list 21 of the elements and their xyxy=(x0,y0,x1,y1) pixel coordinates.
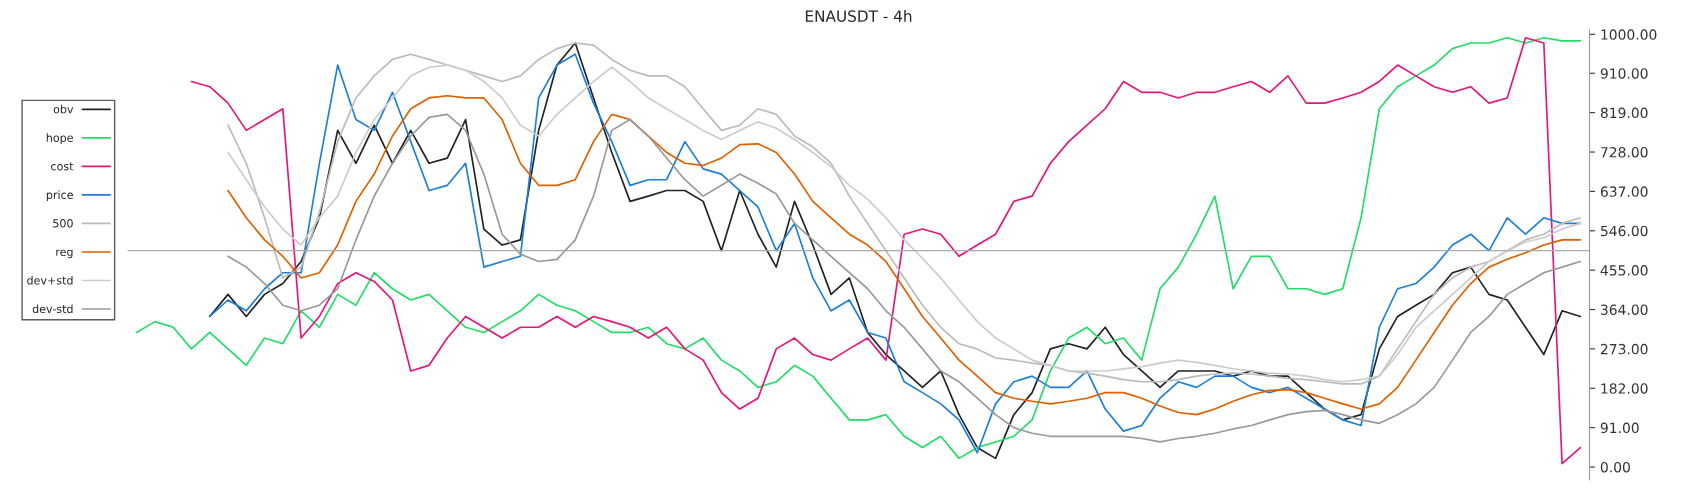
y-tick-label: 182.00 xyxy=(1601,383,1648,394)
legend-label: price xyxy=(46,190,73,202)
y-tick-label: 1000.00 xyxy=(1601,29,1657,40)
y-tick-label: 819.00 xyxy=(1600,107,1648,119)
y-tick-label: 273.00 xyxy=(1600,343,1648,355)
legend-label: dev+std xyxy=(27,275,73,285)
y-tick-label: 910.00 xyxy=(1600,68,1648,79)
legend-label: obv xyxy=(53,104,74,114)
legend-label: hope xyxy=(46,133,73,145)
legend-label: 500 xyxy=(53,219,73,228)
y-tick-label: 455.00 xyxy=(1600,265,1648,276)
y-tick-label: 364.00 xyxy=(1600,304,1648,315)
legend-label: cost xyxy=(51,162,74,171)
y-tick-label: 546.00 xyxy=(1600,225,1648,237)
y-tick-label: 91.00 xyxy=(1600,422,1639,434)
chart-title: ENAUSDT - 4h xyxy=(805,10,912,22)
y-tick-label: 0.00 xyxy=(1600,461,1630,473)
legend-label: dev-std xyxy=(32,304,73,314)
y-tick-label: 637.00 xyxy=(1600,186,1648,197)
legend-label: reg xyxy=(56,249,73,259)
y-tick-label: 728.00 xyxy=(1601,146,1648,158)
